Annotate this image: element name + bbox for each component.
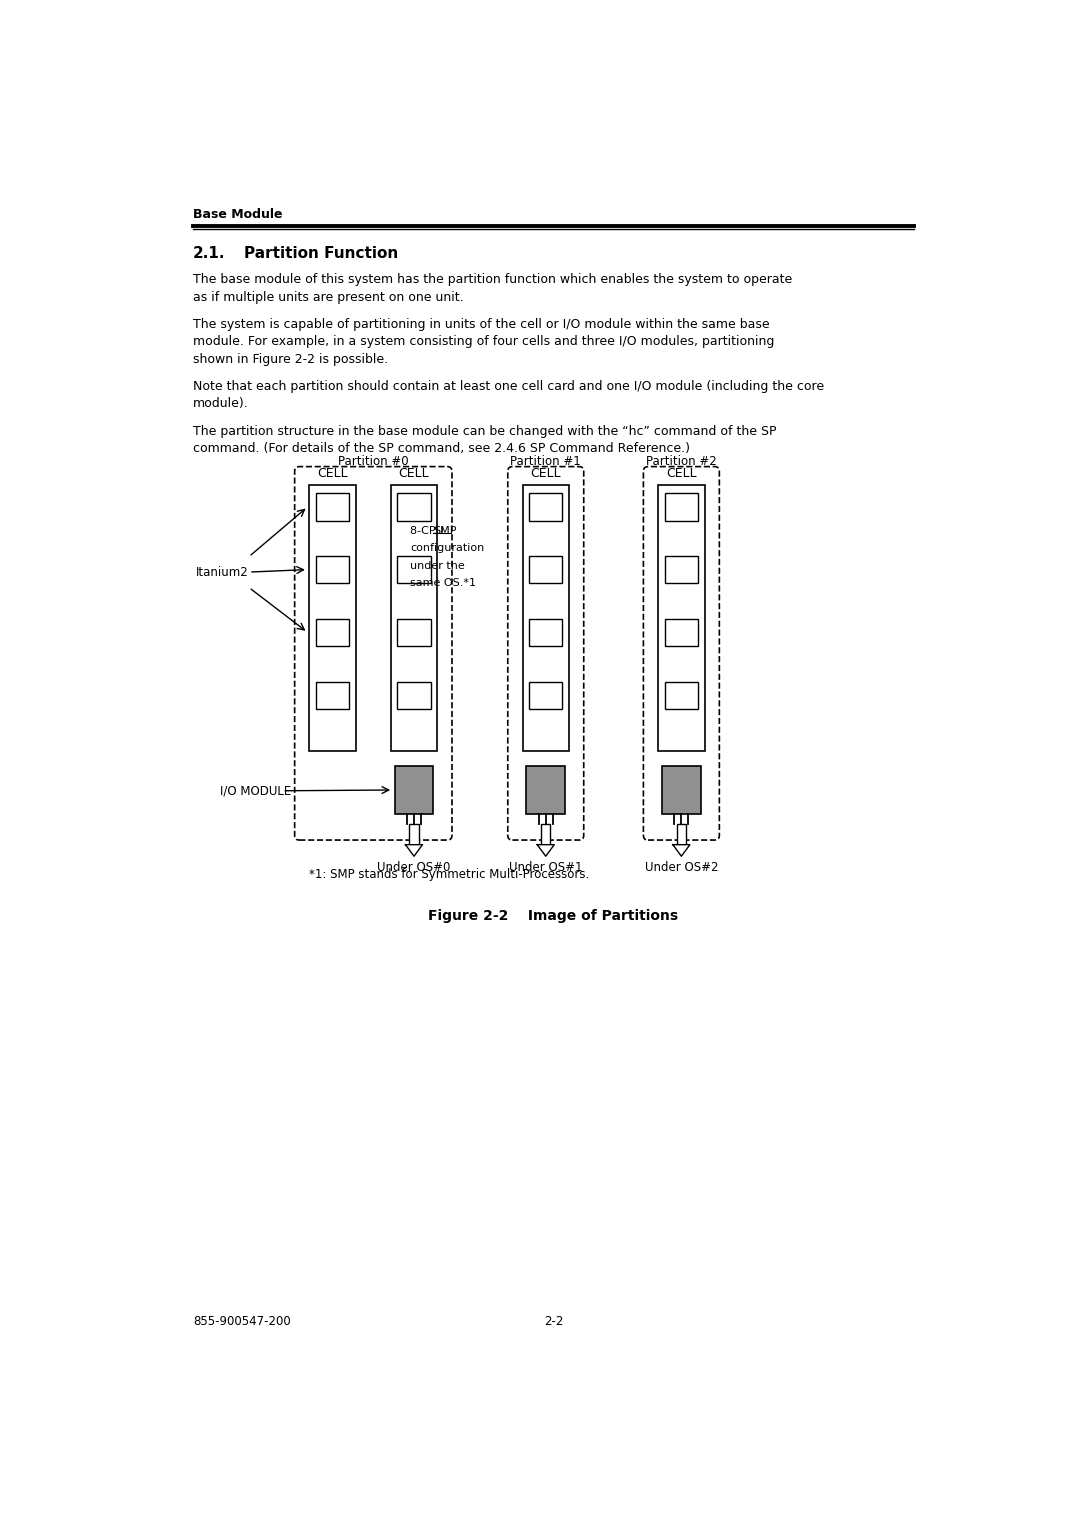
Text: Partition #1: Partition #1: [511, 455, 581, 469]
Bar: [391, 486, 437, 751]
Bar: [664, 618, 698, 646]
Bar: [315, 681, 349, 710]
Bar: [309, 486, 356, 751]
Text: The system is capable of partitioning in units of the cell or I/O module within : The system is capable of partitioning in…: [193, 318, 770, 331]
Text: CELL: CELL: [318, 467, 348, 481]
Bar: [409, 825, 419, 844]
Bar: [394, 767, 433, 814]
Text: module. For example, in a system consisting of four cells and three I/O modules,: module. For example, in a system consist…: [193, 336, 774, 348]
Text: 2-2: 2-2: [544, 1315, 563, 1328]
Bar: [664, 556, 698, 583]
Bar: [529, 556, 563, 583]
Text: 8-CPU: 8-CPU: [410, 525, 447, 536]
Polygon shape: [405, 844, 422, 857]
Polygon shape: [673, 844, 690, 857]
Text: Figure 2-2    Image of Partitions: Figure 2-2 Image of Partitions: [429, 909, 678, 922]
Bar: [541, 825, 551, 844]
Bar: [397, 556, 431, 583]
Bar: [664, 493, 698, 521]
Text: 855-900547-200: 855-900547-200: [193, 1315, 291, 1328]
Polygon shape: [537, 844, 554, 857]
Text: The partition structure in the base module can be changed with the “hc” command : The partition structure in the base modu…: [193, 425, 777, 438]
Text: 2.1.: 2.1.: [193, 246, 226, 261]
Bar: [658, 486, 704, 751]
Text: configuration: configuration: [410, 544, 484, 553]
Bar: [529, 681, 563, 710]
Bar: [315, 493, 349, 521]
Bar: [397, 618, 431, 646]
Text: under the: under the: [410, 560, 464, 571]
Text: Partition #2: Partition #2: [646, 455, 717, 469]
Bar: [315, 556, 349, 583]
Bar: [677, 825, 686, 844]
Bar: [397, 681, 431, 710]
Bar: [529, 493, 563, 521]
Text: Partition #0: Partition #0: [338, 455, 408, 469]
Text: I/O MODULE: I/O MODULE: [220, 785, 292, 797]
Bar: [397, 493, 431, 521]
Text: Under OS#1: Under OS#1: [509, 861, 582, 873]
Text: same OS.*1: same OS.*1: [410, 577, 476, 588]
Text: The base module of this system has the partition function which enables the syst: The base module of this system has the p…: [193, 273, 793, 287]
Text: Note that each partition should contain at least one cell card and one I/O modul: Note that each partition should contain …: [193, 380, 824, 392]
Text: Partition Function: Partition Function: [243, 246, 397, 261]
Bar: [523, 486, 569, 751]
Text: Base Module: Base Module: [193, 208, 283, 221]
Text: CELL: CELL: [399, 467, 430, 481]
Bar: [526, 767, 565, 814]
Text: as if multiple units are present on one unit.: as if multiple units are present on one …: [193, 290, 463, 304]
Text: module).: module).: [193, 397, 248, 411]
Text: *1: SMP stands for Symmetric Multi-Processors.: *1: SMP stands for Symmetric Multi-Proce…: [309, 867, 590, 881]
Bar: [529, 618, 563, 646]
Text: Under OS#2: Under OS#2: [645, 861, 718, 873]
Text: Itanium2: Itanium2: [197, 565, 248, 579]
Text: CELL: CELL: [530, 467, 562, 481]
Text: CELL: CELL: [666, 467, 697, 481]
Text: Under OS#0: Under OS#0: [377, 861, 450, 873]
Bar: [662, 767, 701, 814]
Text: shown in Figure 2-2 is possible.: shown in Figure 2-2 is possible.: [193, 353, 388, 365]
Text: SMP: SMP: [433, 525, 457, 536]
Bar: [664, 681, 698, 710]
Text: command. (For details of the SP command, see 2.4.6 SP Command Reference.): command. (For details of the SP command,…: [193, 441, 690, 455]
Bar: [315, 618, 349, 646]
